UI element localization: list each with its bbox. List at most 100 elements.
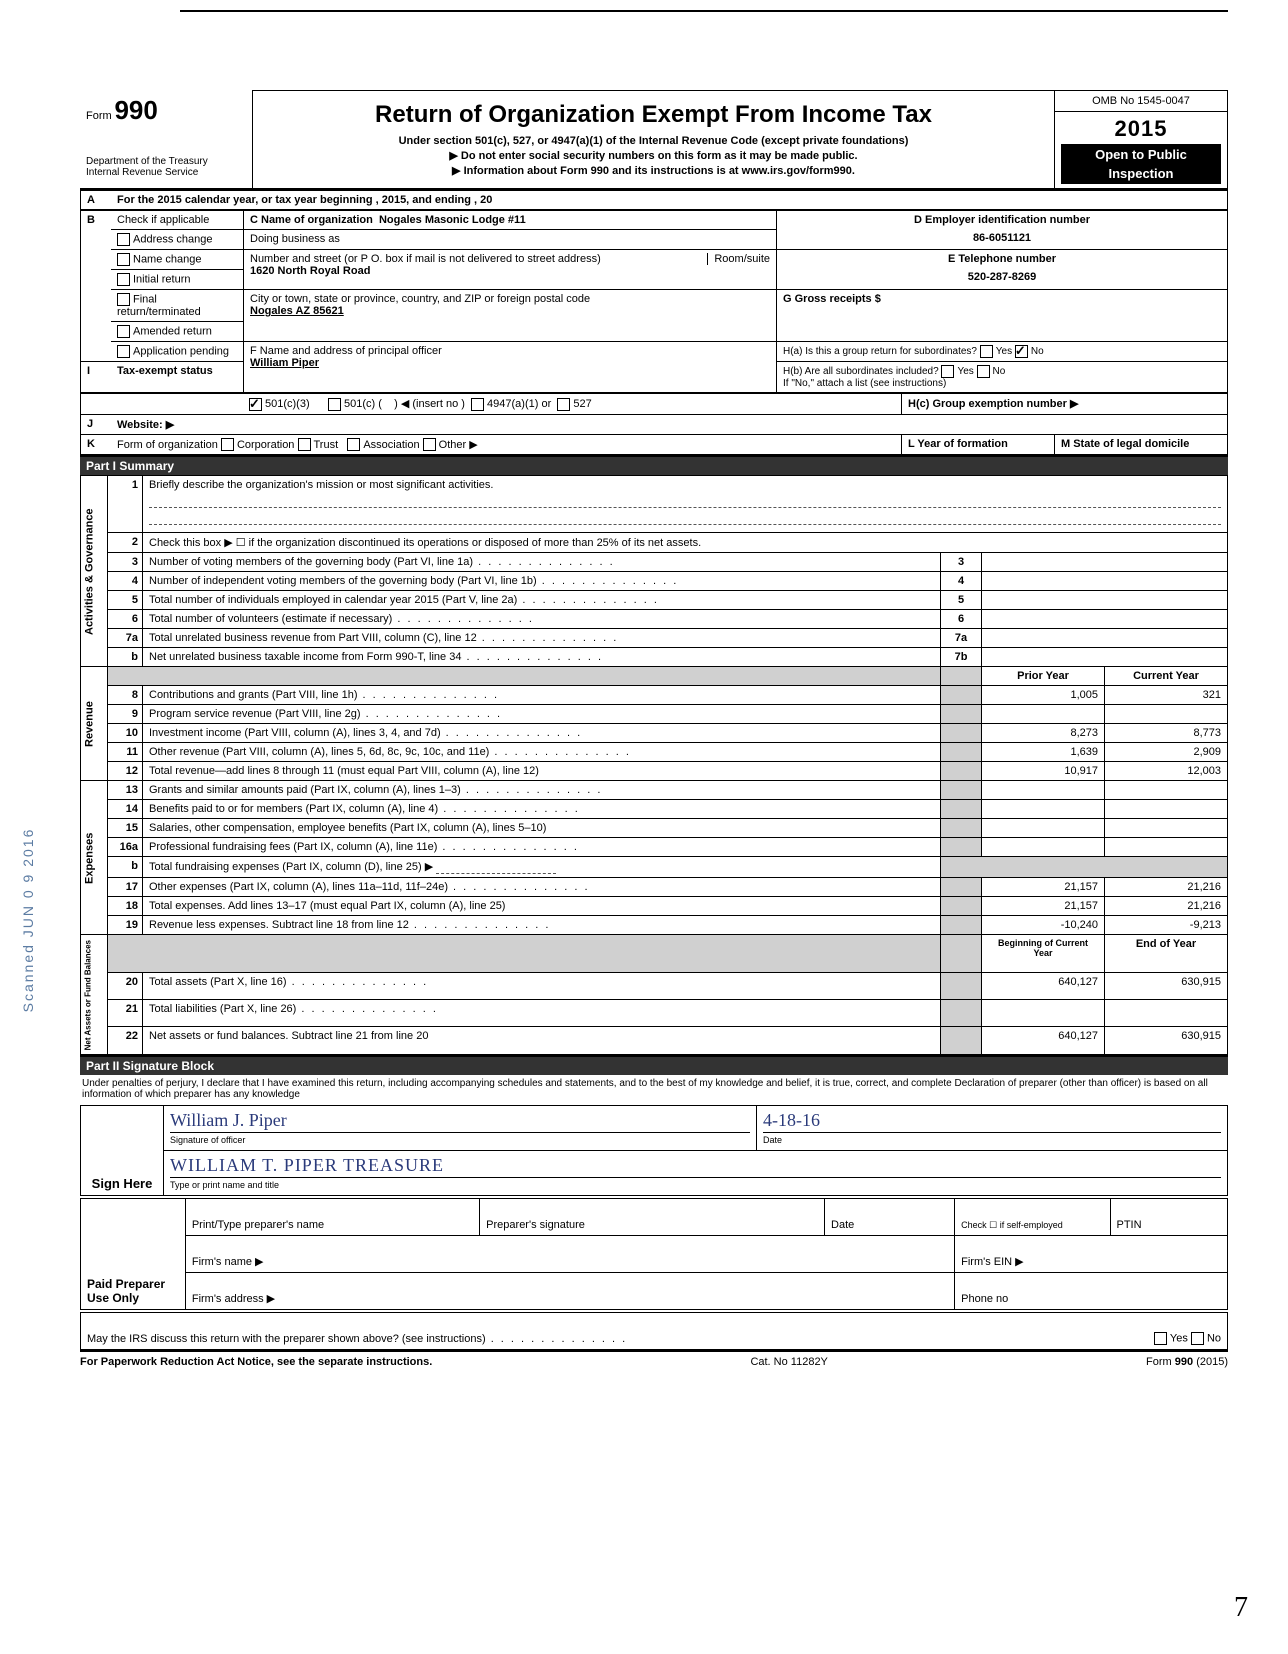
v22p: 640,127 <box>982 1027 1105 1055</box>
chk-other[interactable] <box>423 438 436 451</box>
line9: Program service revenue (Part VIII, line… <box>143 705 941 724</box>
line11: Other revenue (Part VIII, column (A), li… <box>143 743 941 762</box>
footer: For Paperwork Reduction Act Notice, see … <box>80 1356 1228 1368</box>
line7a: Total unrelated business revenue from Pa… <box>143 629 941 648</box>
line2: Check this box ▶ ☐ if the organization d… <box>143 533 1228 553</box>
chk-corp[interactable] <box>221 438 234 451</box>
line7b: Net unrelated business taxable income fr… <box>143 648 941 667</box>
chk-discuss-no[interactable] <box>1191 1332 1204 1345</box>
line4: Number of independent voting members of … <box>143 572 941 591</box>
v20p: 640,127 <box>982 973 1105 1000</box>
section-exp: Expenses <box>81 781 108 935</box>
box-f: F Name and address of principal officer … <box>244 342 777 393</box>
b-check-label: Check if applicable <box>111 211 244 230</box>
city: City or town, state or province, country… <box>244 290 777 342</box>
chk-final[interactable]: Final return/terminated <box>111 290 244 322</box>
line22: Net assets or fund balances. Subtract li… <box>143 1027 941 1055</box>
chk-name-change[interactable]: Name change <box>111 250 244 270</box>
chk-4947[interactable] <box>471 398 484 411</box>
part2-header: Part II Signature Block <box>80 1057 1228 1075</box>
v17p: 21,157 <box>982 878 1105 897</box>
chk-address-change[interactable]: Address change <box>111 230 244 250</box>
footer-mid: Cat. No 11282Y <box>750 1356 827 1368</box>
v18c: 21,216 <box>1105 897 1228 916</box>
corner-mark: 7 <box>1234 1592 1248 1624</box>
chk-527[interactable] <box>557 398 570 411</box>
row-l: L Year of formation <box>902 434 1055 456</box>
row-a-label: A <box>81 190 112 210</box>
tax-exempt-options: 501(c)(3) 501(c) ( ) ◀ (insert no ) 4947… <box>243 394 902 415</box>
name-script: WILLIAM T. PIPER TREASURE <box>170 1155 444 1175</box>
omb: OMB No 1545-0047 <box>1055 91 1228 112</box>
line3: Number of voting members of the governin… <box>143 553 941 572</box>
sig-script: William J. Piper <box>170 1110 287 1130</box>
box-ha: H(a) Is this a group return for subordin… <box>777 342 1228 362</box>
row-a: For the 2015 calendar year, or tax year … <box>111 190 1228 210</box>
line21: Total liabilities (Part X, line 26) <box>143 1000 941 1027</box>
line5: Total number of individuals employed in … <box>143 591 941 610</box>
dba: Doing business as <box>244 230 777 250</box>
box-hb: H(b) Are all subordinates included? Yes … <box>777 362 1228 393</box>
firm-ein: Firm's EIN ▶ <box>955 1235 1228 1272</box>
form-label: Form <box>86 110 112 122</box>
row-k-label: K <box>81 434 112 456</box>
line12: Total revenue—add lines 8 through 11 (mu… <box>143 762 941 781</box>
ptin: PTIN <box>1110 1198 1228 1235</box>
scan-stamp: Scanned JUN 0 9 2016 <box>20 828 36 1013</box>
chk-assoc[interactable] <box>347 438 360 451</box>
prep-sig: Preparer's signature <box>480 1198 825 1235</box>
firm-addr: Firm's address ▶ <box>185 1272 954 1309</box>
line10: Investment income (Part VIII, column (A)… <box>143 724 941 743</box>
chk-501c[interactable] <box>328 398 341 411</box>
open-public-2: Inspection <box>1061 163 1221 184</box>
footer-right: Form 990 (2015) <box>1146 1356 1228 1368</box>
may-irs: May the IRS discuss this return with the… <box>87 1333 627 1345</box>
street: Number and street (or P O. box if mail i… <box>244 250 777 290</box>
line8: Contributions and grants (Part VIII, lin… <box>143 686 941 705</box>
v8c: 321 <box>1105 686 1228 705</box>
box-d: D Employer identification number 86-6051… <box>777 211 1228 250</box>
chk-trust[interactable] <box>298 438 311 451</box>
box-c-name: C Name of organization Nogales Masonic L… <box>244 211 777 230</box>
box-hc: H(c) Group exemption number ▶ <box>902 394 1228 415</box>
row-j-label: J <box>81 414 112 434</box>
line14: Benefits paid to or for members (Part IX… <box>143 800 941 819</box>
part1-header: Part I Summary <box>80 457 1228 475</box>
v10c: 8,773 <box>1105 724 1228 743</box>
footer-left: For Paperwork Reduction Act Notice, see … <box>80 1356 432 1368</box>
v20c: 630,915 <box>1105 973 1228 1000</box>
date-label: Date <box>763 1135 782 1145</box>
row-i-text: Tax-exempt status <box>111 362 244 393</box>
subtitle1: Under section 501(c), 527, or 4947(a)(1)… <box>259 135 1048 147</box>
subtitle3: ▶ Information about Form 990 and its ins… <box>259 164 1048 177</box>
chk-amended[interactable]: Amended return <box>111 322 244 342</box>
firm-name: Firm's name ▶ <box>185 1235 954 1272</box>
line20: Total assets (Part X, line 16) <box>143 973 941 1000</box>
hdr-boy: Beginning of Current Year <box>982 935 1105 973</box>
v12c: 12,003 <box>1105 762 1228 781</box>
line17: Other expenses (Part IX, column (A), lin… <box>143 878 941 897</box>
chk-discuss-yes[interactable] <box>1154 1332 1167 1345</box>
v17c: 21,216 <box>1105 878 1228 897</box>
v11c: 2,909 <box>1105 743 1228 762</box>
line19: Revenue less expenses. Subtract line 18 … <box>143 916 941 935</box>
v8p: 1,005 <box>982 686 1105 705</box>
form-header: Form 990 Department of the Treasury Inte… <box>80 90 1228 189</box>
prep-date: Date <box>825 1198 955 1235</box>
v18p: 21,157 <box>982 897 1105 916</box>
box-g: G Gross receipts $ <box>777 290 1228 342</box>
top-rule <box>180 10 1228 12</box>
v19p: -10,240 <box>982 916 1105 935</box>
chk-initial[interactable]: Initial return <box>111 270 244 290</box>
sig-date: 4-18-16 <box>763 1110 820 1130</box>
hdr-current: Current Year <box>1105 667 1228 686</box>
line18: Total expenses. Add lines 13–17 (must eq… <box>143 897 941 916</box>
sign-here: Sign Here <box>81 1105 164 1195</box>
line13: Grants and similar amounts paid (Part IX… <box>143 781 941 800</box>
phone: Phone no <box>955 1272 1228 1309</box>
hdr-eoy: End of Year <box>1105 935 1228 973</box>
form-number: 990 <box>114 95 157 126</box>
chk-pending[interactable]: Application pending <box>111 342 244 362</box>
sig-officer-label: Signature of officer <box>170 1135 245 1145</box>
chk-501c3[interactable] <box>249 398 262 411</box>
